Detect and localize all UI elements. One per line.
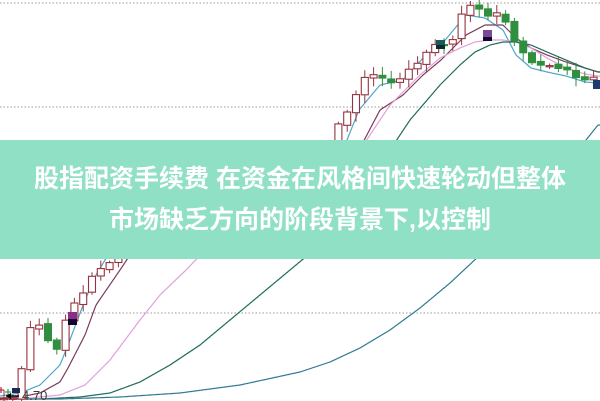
svg-text:4.70: 4.70 bbox=[22, 388, 47, 401]
